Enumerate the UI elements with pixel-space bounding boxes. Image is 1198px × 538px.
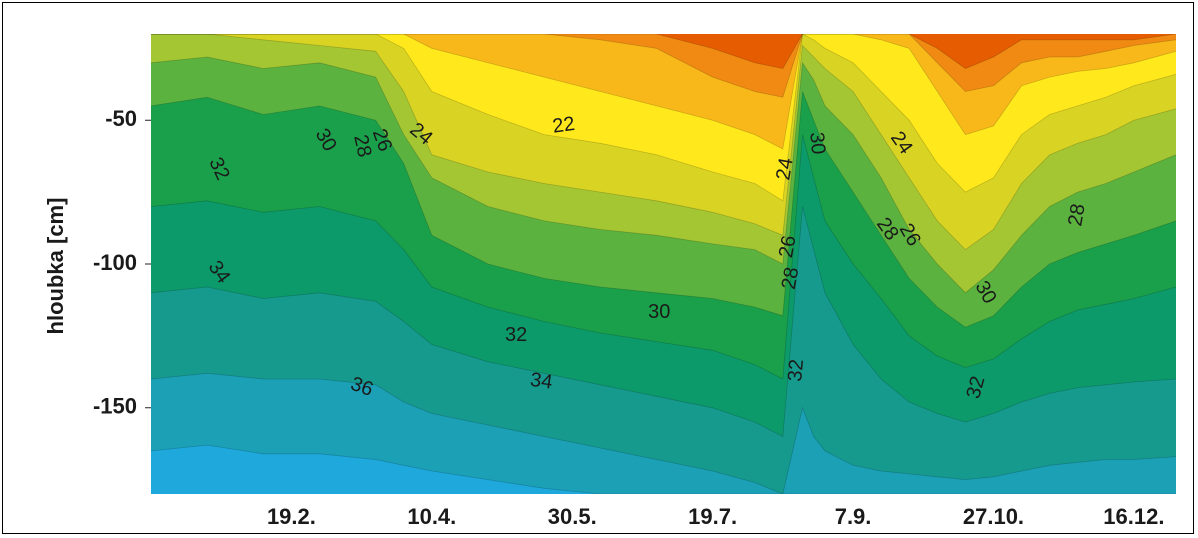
contour-bands: [151, 34, 1176, 494]
y-axis-title: hloubka [cm]: [43, 198, 68, 335]
contour-label: 28: [778, 265, 804, 291]
x-tick-label: 16.12.: [1103, 504, 1164, 529]
contour-band-38: [151, 373, 1176, 494]
contour-line-40: [151, 444, 1176, 494]
x-tick-label: 7.9.: [835, 504, 872, 529]
y-axis: -50 -100 -150: [93, 106, 151, 419]
contour-line-32: [151, 91, 1176, 328]
y-tick-label: -100: [93, 250, 137, 275]
x-tick-label: 19.7.: [688, 504, 737, 529]
contour-line-38: [151, 372, 1176, 494]
contour-line-28: [151, 34, 1176, 251]
x-tick-label: 27.10.: [963, 504, 1024, 529]
contour-label: 22: [551, 113, 576, 138]
contour-line-20: [151, 34, 1176, 69]
y-tick-label: -50: [105, 106, 137, 131]
x-tick-label: 19.2.: [267, 504, 316, 529]
contour-line-22: [151, 34, 1176, 98]
contour-lines: [151, 34, 1176, 494]
contour-label: 32: [505, 324, 527, 346]
contour-label: 34: [529, 369, 554, 394]
contour-label: 28: [1064, 202, 1090, 228]
contour-line-26: [151, 34, 1176, 202]
contour-label: 26: [775, 234, 801, 260]
contour-line-30: [151, 56, 1176, 294]
contour-label: 28: [349, 133, 375, 159]
x-tick-label: 30.5.: [548, 504, 597, 529]
y-tick-label: -150: [93, 394, 137, 419]
contour-band-40: [151, 445, 1176, 494]
x-tick-label: 10.4.: [407, 504, 456, 529]
contour-line-36: [151, 206, 1176, 438]
contour-label: 30: [805, 131, 829, 155]
contour-line-24: [151, 34, 1176, 150]
contour-label: 24: [772, 156, 798, 182]
contour-label: 32: [784, 358, 808, 382]
contour-label: 30: [648, 301, 670, 323]
x-axis: 19.2. 10.4. 30.5. 19.7. 7.9. 27.10. 16.12.: [267, 504, 1165, 529]
contour-line-34: [151, 134, 1176, 380]
